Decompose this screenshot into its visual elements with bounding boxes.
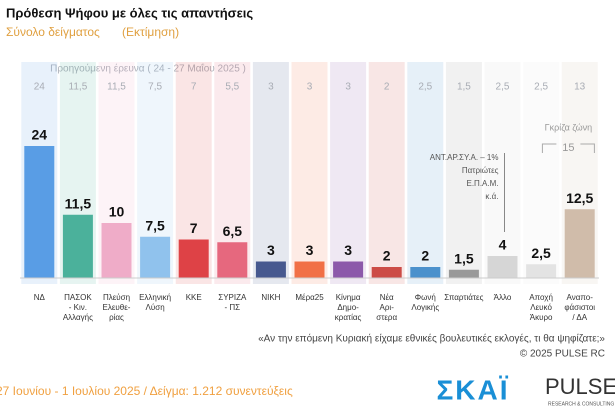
value-label: 3 [267, 242, 275, 258]
x-tick-label: ΚΚΕ [186, 293, 202, 302]
column-background [484, 62, 521, 284]
logo-skai: ΣΚΑΪ [436, 374, 509, 405]
previous-value: 2,5 [496, 82, 510, 93]
bar [62, 214, 93, 278]
annotation-other: Ε.Π.Α.Μ. [466, 179, 498, 188]
previous-value: 3 [345, 82, 351, 93]
value-label: 7 [190, 220, 198, 236]
bar [24, 146, 55, 278]
value-label: 1,5 [454, 250, 474, 266]
value-label: 2 [421, 248, 429, 264]
chart-title: Πρόθεση Ψήφου με όλες τις απαντήσεις [6, 5, 253, 20]
x-tick-label: Άλλο [494, 293, 512, 302]
previous-value: 13 [574, 82, 586, 93]
bar [178, 239, 209, 278]
x-tick-label: Νέα Αρι-στερα [376, 293, 397, 322]
previous-value: 7 [191, 82, 197, 93]
previous-value: 3 [268, 82, 274, 93]
bar [526, 264, 557, 278]
x-tick-label: ΝΙΚΗ [261, 293, 280, 302]
bar [410, 267, 441, 278]
column-background [445, 62, 482, 284]
grey-zone-label: Γκρίζα ζώνη [545, 122, 593, 132]
subtitle-note: (Εκτίμηση) [122, 25, 179, 39]
column-background [330, 62, 367, 284]
value-label: 3 [306, 242, 314, 258]
previous-label: Προηγούμενη έρευνα ( 24 - 27 Μαΐου 2025 … [50, 63, 246, 75]
logo-pulse: PULSE [545, 374, 615, 399]
bar [371, 267, 402, 278]
value-label: 11,5 [65, 195, 92, 211]
grey-zone-bracket [541, 143, 595, 153]
copyright: © 2025 PULSE RC [520, 349, 605, 360]
value-label: 2 [383, 248, 391, 264]
subtitle: Σύνολο δείγματος [6, 25, 100, 39]
previous-value: 2,5 [534, 82, 548, 93]
previous-value: 2 [384, 82, 390, 93]
value-label: 10 [109, 204, 125, 220]
bar [255, 261, 286, 278]
x-tick-label: Ελληνική Λύση [139, 293, 171, 312]
value-label: 3 [344, 242, 352, 258]
previous-value: 11,5 [107, 82, 126, 93]
x-tick-label: ΝΔ [34, 293, 46, 302]
logo-pulse-sub: RESEARCH & CONSULTING [548, 401, 614, 407]
previous-value: 1,5 [457, 82, 471, 93]
value-label: 4 [499, 237, 507, 253]
annotation-other: Πατριώτες [462, 166, 499, 175]
column-background [368, 62, 405, 284]
value-label: 24 [32, 127, 48, 143]
x-tick-label: Κίνημα Δημο-κρατίας [335, 293, 362, 322]
x-tick-label: ΣΥΡΙΖΑ - ΠΣ [218, 293, 247, 312]
column-background [407, 62, 444, 284]
previous-value: 2,5 [418, 82, 432, 93]
previous-value: 7,5 [148, 82, 162, 93]
column-background [291, 62, 328, 284]
annotation-other: κ.ά. [485, 192, 498, 201]
previous-value: 5,5 [225, 82, 239, 93]
x-tick-label: Αποχή Λευκό Άκυρο [529, 293, 553, 322]
value-label: 2,5 [531, 245, 551, 261]
bar [217, 242, 248, 278]
x-tick-label: Μέρα25 [295, 293, 324, 302]
footer: 27 Ιουνίου - 1 Ιουλίου 2025 / Δείγμα: 1.… [0, 384, 293, 398]
question: «Αν την επόμενη Κυριακή είχαμε εθνικές β… [258, 333, 605, 345]
bar [294, 261, 325, 278]
previous-value: 24 [34, 82, 46, 93]
x-tick-label: Σπαρτιάτες [444, 293, 483, 302]
bar [140, 236, 171, 278]
x-tick-label: Πλεύση Ελευθε-ρίας [103, 293, 131, 322]
bar [333, 261, 364, 278]
x-tick-label: Φωνή Λογικής [411, 293, 439, 312]
bar [101, 223, 132, 278]
value-label: 6,5 [223, 223, 243, 239]
value-label: 7,5 [145, 217, 165, 233]
previous-value: 11,5 [69, 82, 88, 93]
previous-value: 3 [307, 82, 313, 93]
value-label: 12,5 [566, 190, 593, 206]
bar [448, 269, 479, 278]
column-background [252, 62, 289, 284]
annotation-other: ΑΝΤ.ΑΡ.ΣΥ.Α. – 1% [430, 153, 499, 162]
x-tick-label: ΠΑΣΟΚ - Κιν. Αλλαγής [63, 293, 93, 322]
column-background [523, 62, 560, 284]
grey-zone-value: 15 [562, 142, 574, 154]
bar [564, 209, 595, 278]
bar [487, 256, 518, 278]
x-tick-label: Αναπο-φάσιστοι / ΔΑ [564, 293, 595, 322]
